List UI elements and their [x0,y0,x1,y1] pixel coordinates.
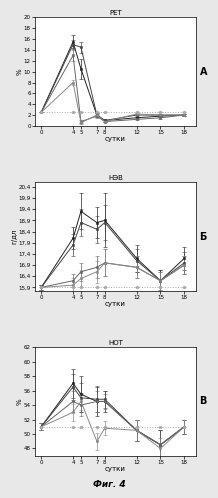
Text: А: А [199,67,207,77]
Text: Б: Б [199,232,207,242]
Y-axis label: г/дл: г/дл [11,229,17,244]
Y-axis label: %: % [16,68,22,75]
Y-axis label: %: % [16,398,22,405]
X-axis label: сутки: сутки [105,136,126,142]
X-axis label: сутки: сутки [105,466,126,472]
Text: Фиг. 4: Фиг. 4 [93,480,125,489]
Text: В: В [199,396,207,406]
Title: РЕТ: РЕТ [109,10,122,16]
Title: НЭВ: НЭВ [108,175,123,181]
Title: НОТ: НОТ [108,340,123,346]
X-axis label: сутки: сутки [105,301,126,307]
